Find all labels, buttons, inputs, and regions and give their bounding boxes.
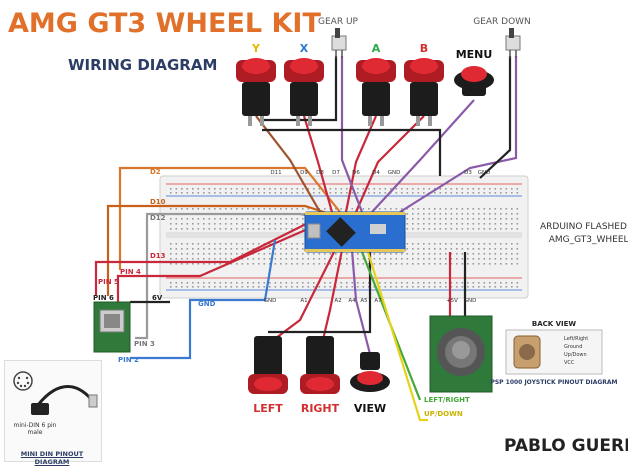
button-label-a: A <box>372 42 381 55</box>
menu-label: MENU <box>456 48 493 61</box>
pin-bottom-0: GND <box>264 298 277 304</box>
wire-bottom-gnd <box>268 250 372 334</box>
wire-label-pin5: PIN 5 <box>98 278 119 286</box>
button-label-view: VIEW <box>354 402 386 415</box>
pin-bottom-7: GND <box>464 298 477 304</box>
mini-din-caption: MINI DIN PINOUT DIAGRAM <box>20 450 84 466</box>
mini-din-inner-line2: male <box>27 429 43 436</box>
wire-label-6v: 6V <box>152 294 163 302</box>
back-view-module <box>505 329 603 375</box>
menu-button[interactable] <box>454 66 494 96</box>
wire-label-d2: D2 <box>150 168 161 176</box>
button-b[interactable] <box>404 58 444 126</box>
gear-up-switch[interactable] <box>331 28 347 58</box>
wire-label-pin4: PIN 4 <box>120 268 141 276</box>
wire-label-d10: D10 <box>150 198 166 206</box>
button-y[interactable] <box>236 58 276 126</box>
mini-din-inner-label: mini-DIN 6 pin male <box>10 422 60 436</box>
arduino-nano <box>304 211 406 253</box>
wire-gnd <box>130 239 277 360</box>
gear-down-switch[interactable] <box>505 28 521 58</box>
diagram-subtitle: WIRING DIAGRAM <box>68 56 218 74</box>
author-name: PABLO GUERRA <box>504 436 628 456</box>
pin-top-3: D7 <box>332 170 340 176</box>
wire-d10 <box>106 204 331 296</box>
wire-label-pin3: PIN 3 <box>134 340 155 348</box>
back-view-caption: PSP 1000 JOYSTICK PINOUT DIAGRAM <box>490 379 617 386</box>
labels: Y X A B MENU GEAR UP GEAR DOWN LEFT RIGHT VIEW D2 D… <box>93 17 618 418</box>
pin-top-2: D8 <box>316 170 324 176</box>
button-label-x: X <box>300 42 309 55</box>
button-right[interactable] <box>300 336 340 394</box>
pin-top-1: D9 <box>300 170 308 176</box>
wire-d13 <box>94 221 311 296</box>
arduino-note-line2: AMG_GT3_WHEEL.INO <box>548 235 628 245</box>
button-x[interactable] <box>284 58 324 126</box>
mini-din-connector <box>93 301 131 353</box>
button-left[interactable] <box>248 336 288 394</box>
back-view-title: BACK VIEW <box>532 320 577 328</box>
wire-gearup-gnd <box>262 56 338 122</box>
wire-x <box>302 115 334 213</box>
wire-gearup <box>340 56 364 213</box>
wire-label-pin6: PIN 6 <box>93 294 114 302</box>
pin-bottom-2: A2 <box>334 298 341 304</box>
wire-view <box>350 249 372 355</box>
button-a[interactable] <box>356 58 396 126</box>
pin-top-7: D3 <box>464 170 472 176</box>
wire-b <box>354 115 425 213</box>
wire-label-up-down: UP/DOWN <box>424 410 463 418</box>
wire-d2 <box>118 166 341 270</box>
psp-joystick[interactable] <box>429 315 493 393</box>
pin-bottom-5: A7 <box>374 298 382 304</box>
arduino-note: ARDUINO FLASHED WITH: AMG_GT3_WHEEL.INO <box>540 222 628 245</box>
button-label-right: RIGHT <box>301 402 340 415</box>
pin-top-8: GND <box>478 170 491 176</box>
mini-din-inner-line1: mini-DIN 6 pin <box>13 422 57 429</box>
button-label-left: LEFT <box>253 402 283 415</box>
mini-din-cable-image <box>13 371 98 415</box>
wires <box>94 56 518 422</box>
wire-top-gnd <box>262 128 442 176</box>
back-view-pin-1: Ground <box>564 344 582 350</box>
wire-label-left-right: LEFT/RIGHT <box>424 396 470 404</box>
gear-up-label: GEAR UP <box>318 17 359 27</box>
pin-bottom-4: A5 <box>360 298 368 304</box>
wire-a <box>344 115 378 213</box>
wire-menu <box>371 99 475 213</box>
pin-bottom-6: +5V <box>446 298 458 304</box>
pin-bottom-1: A1 <box>300 298 307 304</box>
back-view-pin-3: VCC <box>564 360 575 366</box>
diagram-title: AMG GT3 WHEEL KIT <box>8 8 321 39</box>
wire-label-pin2: PIN 2 <box>118 356 139 364</box>
back-view-pin-0: Left/Right <box>564 336 588 342</box>
wire-label-d13: D13 <box>150 252 166 260</box>
wire-geardown <box>399 56 518 213</box>
pin-top-5: D4 <box>372 170 380 176</box>
wire-pin4 <box>116 226 311 306</box>
pin-top-0: D11 <box>270 170 281 176</box>
mini-din-thumbnail <box>4 360 102 462</box>
pin-bottom-3: A4 <box>348 298 356 304</box>
wire-joy-updown <box>366 251 428 422</box>
wire-geardown-gnd <box>479 56 512 179</box>
wire-label-gnd: GND <box>198 300 216 308</box>
button-view[interactable] <box>350 352 390 392</box>
gear-down-label: GEAR DOWN <box>473 17 531 27</box>
arduino-note-line1: ARDUINO FLASHED WITH: <box>540 222 628 232</box>
pin-top-4: D6 <box>352 170 360 176</box>
button-label-b: B <box>420 42 428 55</box>
wire-label-d12: D12 <box>150 214 166 222</box>
button-label-y: Y <box>251 42 261 55</box>
pin-top-6: GND <box>388 170 401 176</box>
back-view-pin-2: Up/Down <box>564 352 587 358</box>
